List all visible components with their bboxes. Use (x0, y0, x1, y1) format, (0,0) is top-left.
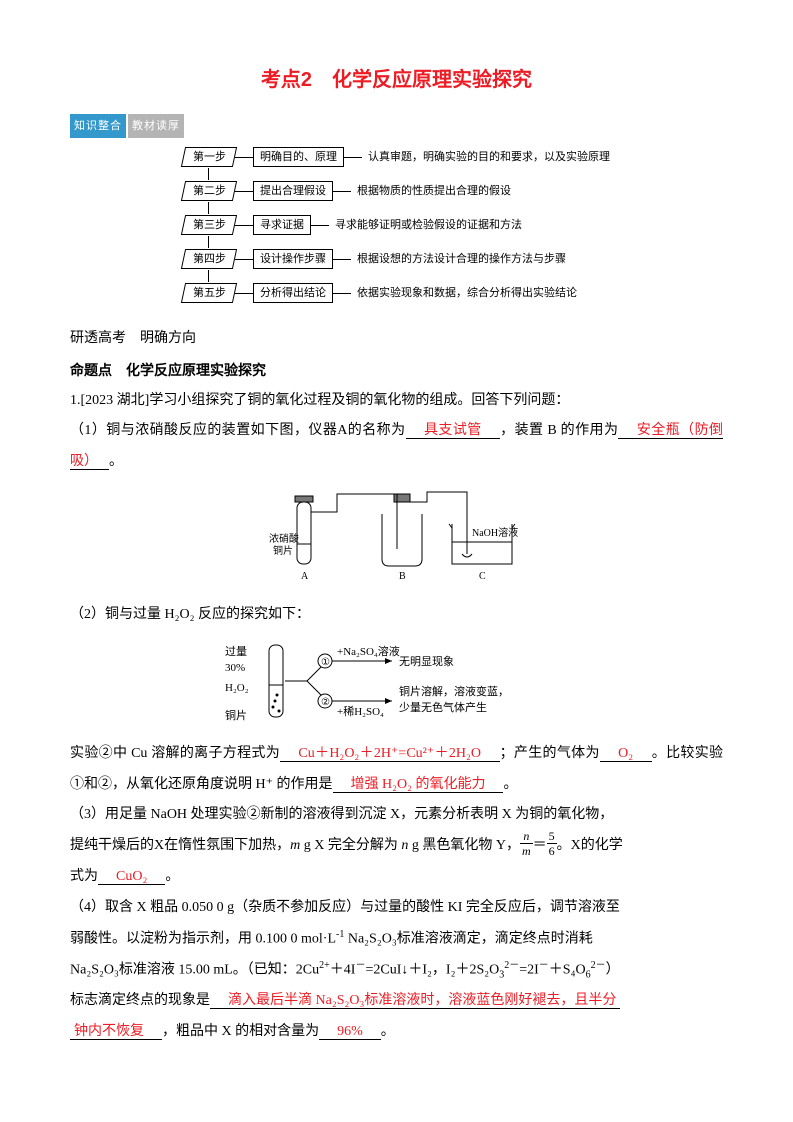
flow-step-5: 第五步 分析得出结论 依据实验现象和数据，综合分析得出实验结论 (183, 282, 610, 304)
figure-apparatus: 浓硝酸 铜片 A B NaOH溶液 C (70, 484, 723, 594)
flow-connector (344, 157, 362, 158)
badge-row: 知识整合教材读厚 (70, 112, 723, 140)
flow-connector (235, 157, 253, 158)
answer-2a: Cu＋H₂O₂＋2H⁺=Cu²⁺＋2H₂O (280, 746, 500, 762)
svg-text:30%: 30% (225, 662, 245, 674)
page-title: 考点2 化学反应原理实验探究 (70, 60, 723, 100)
badge-textbook: 教材读厚 (128, 114, 184, 138)
question-2b: 实验②中 Cu 溶解的离子方程式为 Cu＋H₂O₂＋2H⁺=Cu²⁺＋2H₂O … (70, 739, 723, 801)
flow-step-1: 第一步 明确目的、原理 认真审题，明确实验的目的和要求，以及实验原理 (183, 146, 610, 168)
fraction-56: 56 (547, 830, 557, 857)
flow-step-2: 第二步 提出合理假设 根据物质的性质提出合理的假设 (183, 180, 610, 202)
svg-text:②: ② (321, 697, 330, 708)
svg-text:铜片溶解，溶液变蓝，: 铜片溶解，溶液变蓝， (399, 684, 509, 698)
svg-text:铜片: 铜片 (225, 708, 247, 722)
badge-knowledge: 知识整合 (70, 114, 126, 138)
svg-text:过量: 过量 (225, 645, 247, 658)
svg-text:浓硝酸: 浓硝酸 (269, 532, 299, 545)
answer-1a: 具支试管 (406, 423, 501, 439)
flow-desc: 认真审题，明确实验的目的和要求，以及实验原理 (368, 146, 610, 168)
question-4: （4）取含 X 粗品 0.050 0 g（杂质不参加反应）与过量的酸性 KI 完… (70, 893, 723, 1048)
answer-2c: 增强 H₂O₂ 的氧化能力 (333, 777, 504, 793)
svg-text:A: A (301, 571, 309, 582)
answer-2b: O₂ (600, 746, 652, 762)
flow-diamond: 第一步 (181, 147, 237, 167)
svg-text:+Na₂SO₄溶液: +Na₂SO₄溶液 (337, 644, 400, 658)
answer-4a: 滴入最后半滴 Na₂S₂O₃标准溶液时，溶液蓝色刚好褪去，且半分 (210, 993, 620, 1009)
fraction-nm: nm (520, 830, 533, 857)
svg-text:H₂O₂: H₂O₂ (225, 682, 249, 694)
flow-step-4: 第四步 设计操作步骤 根据设想的方法设计合理的操作方法与步骤 (183, 248, 610, 270)
answer-3: CuO₂ (98, 869, 165, 885)
answer-4b: 96% (319, 1024, 381, 1040)
svg-text:无明显现象: 无明显现象 (399, 655, 454, 668)
figure-branch: 过量 30% H₂O₂ 铜片 ① ② +Na₂SO₄溶液 无明显现象 +稀H₂S… (70, 637, 723, 733)
svg-text:+稀H₂SO₄: +稀H₂SO₄ (337, 705, 384, 718)
question-3: （3）用足量 NaOH 处理实验②新制的溶液得到沉淀 X，元素分析表明 X 为铜… (70, 800, 723, 892)
flow-box: 明确目的、原理 (253, 147, 344, 167)
topic-heading: 命题点 化学反应原理实验探究 (70, 355, 723, 386)
svg-text:①: ① (321, 657, 330, 668)
question-intro: 1.[2023 湖北]学习小组探究了铜的氧化过程及铜的氧化物的组成。回答下列问题… (70, 386, 723, 417)
answer-4a-cont: 钟内不恢复 (70, 1024, 162, 1040)
flow-step-3: 第三步 寻求证据 寻求能够证明或检验假设的证据和方法 (183, 214, 610, 236)
svg-text:B: B (399, 571, 406, 582)
svg-text:少量无色气体产生: 少量无色气体产生 (399, 700, 487, 714)
section-intro: 研透高考 明确方向 (70, 324, 723, 355)
question-2: （2）铜与过量 H₂O₂ 反应的探究如下： (70, 600, 723, 631)
svg-text:C: C (479, 571, 486, 582)
question-1: （1）铜与浓硝酸反应的装置如下图，仪器A的名称为 具支试管 ，装置 B 的作用为… (70, 416, 723, 478)
flowchart: 第一步 明确目的、原理 认真审题，明确实验的目的和要求，以及实验原理 第二步 提… (70, 146, 723, 304)
svg-text:铜片: 铜片 (273, 544, 293, 557)
svg-text:NaOH溶液: NaOH溶液 (472, 526, 518, 539)
